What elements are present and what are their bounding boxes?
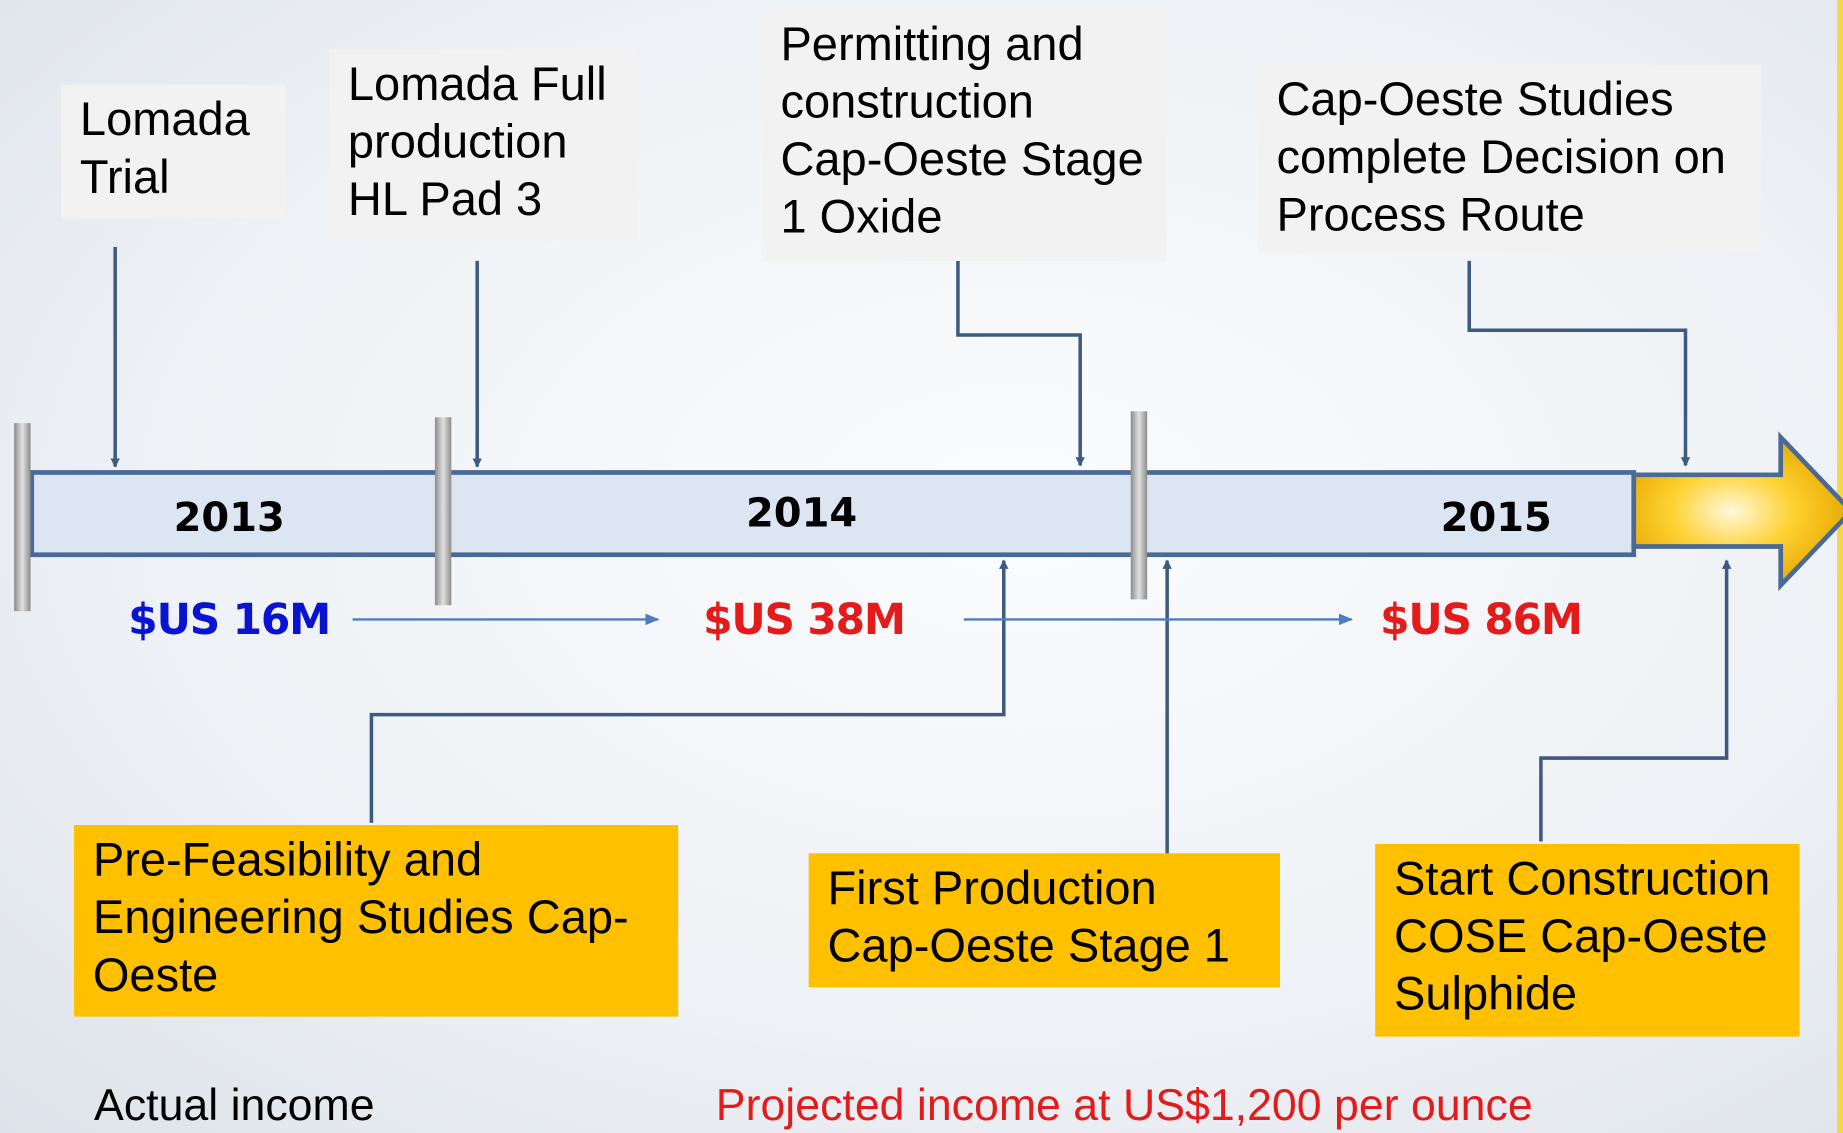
- note-actual: Actual income: [94, 1081, 375, 1131]
- milestone-box: Lomada Full production HL Pad 3: [329, 49, 638, 241]
- timeline-bar: [29, 470, 1637, 558]
- income-label: $US 16M: [128, 596, 331, 645]
- year-label: 2014: [745, 490, 858, 538]
- connector: [369, 559, 1009, 823]
- milestone-box: Pre-Feasibility and Engineering Studies …: [74, 825, 679, 1017]
- divider: [14, 423, 31, 612]
- note-projected: Projected income at US$1,200 per ounce: [715, 1081, 1533, 1131]
- edge-stripe: [1837, 0, 1843, 1133]
- connector: [956, 260, 1085, 467]
- timeline-arrow: [1631, 431, 1843, 592]
- divider: [434, 417, 452, 606]
- year-label: 2013: [173, 494, 285, 542]
- connector: [1539, 559, 1732, 842]
- milestone-box: Cap-Oeste Studies complete Decision on P…: [1257, 64, 1761, 253]
- milestone-box: Lomada Trial: [61, 84, 286, 219]
- income-label: $US 38M: [703, 596, 906, 645]
- milestone-box: First Production Cap-Oeste Stage 1: [808, 853, 1280, 988]
- income-label: $US 86M: [1380, 596, 1583, 645]
- connector: [1467, 260, 1691, 467]
- milestone-box: Permitting and construction Cap-Oeste St…: [761, 9, 1168, 261]
- milestone-box: Start Construction COSE Cap-Oeste Sulphi…: [1375, 843, 1800, 1037]
- divider: [1130, 411, 1148, 600]
- year-label: 2015: [1440, 494, 1552, 542]
